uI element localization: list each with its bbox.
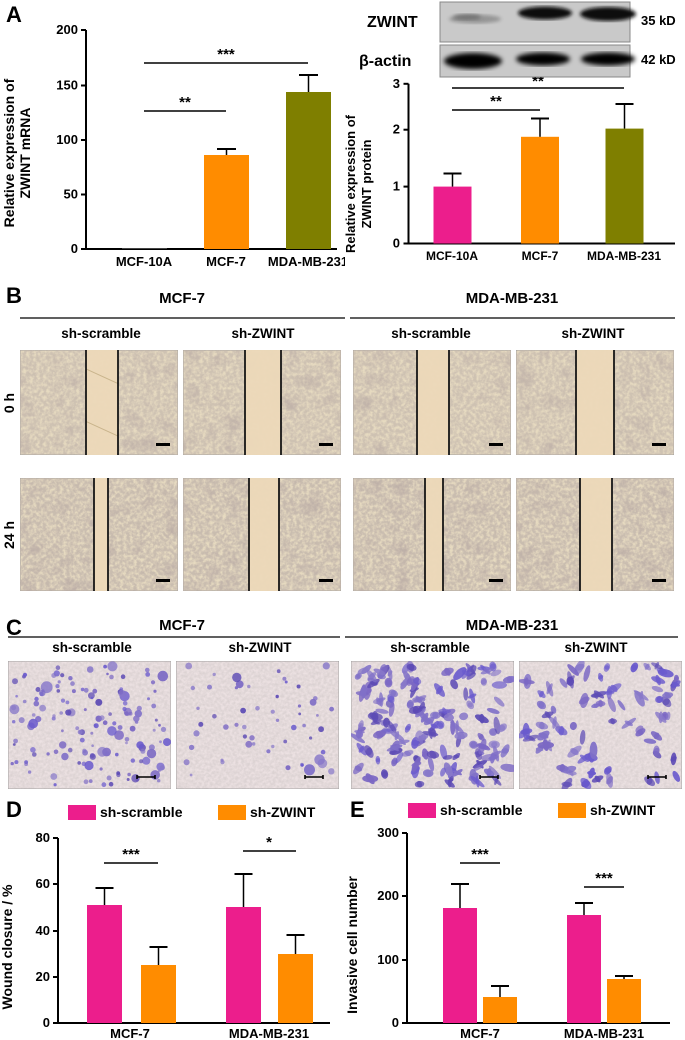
svg-text:MDA-MB-231: MDA-MB-231 bbox=[564, 1026, 644, 1040]
svg-text:MDA-MB-231: MDA-MB-231 bbox=[268, 254, 345, 269]
svg-text:1: 1 bbox=[393, 179, 400, 194]
svg-text:MCF-7: MCF-7 bbox=[159, 290, 205, 307]
svg-text:40: 40 bbox=[36, 923, 50, 938]
svg-text:**: ** bbox=[490, 93, 502, 110]
svg-text:sh-ZWINT: sh-ZWINT bbox=[232, 326, 296, 341]
svg-text:sh-scramble: sh-scramble bbox=[440, 802, 523, 818]
svg-text:**: ** bbox=[179, 94, 191, 111]
svg-text:50: 50 bbox=[64, 187, 78, 202]
svg-text:0: 0 bbox=[43, 1015, 50, 1030]
svg-text:ZWINT: ZWINT bbox=[367, 14, 418, 31]
svg-text:sh-ZWINT: sh-ZWINT bbox=[590, 802, 656, 818]
svg-text:0: 0 bbox=[71, 241, 78, 256]
svg-text:***: *** bbox=[217, 46, 235, 63]
svg-text:60: 60 bbox=[36, 876, 50, 891]
svg-text:42 kD: 42 kD bbox=[641, 52, 676, 67]
svg-text:0: 0 bbox=[393, 236, 400, 251]
svg-text:MDA-MB-231: MDA-MB-231 bbox=[466, 290, 559, 307]
svg-text:Wound closure / %: Wound closure / % bbox=[0, 884, 15, 1010]
svg-text:MDA-MB-231: MDA-MB-231 bbox=[587, 249, 661, 263]
svg-text:***: *** bbox=[471, 846, 489, 863]
svg-text:MCF-7: MCF-7 bbox=[460, 1026, 500, 1040]
svg-text:MCF-10A: MCF-10A bbox=[116, 254, 173, 269]
svg-text:MCF-7: MCF-7 bbox=[110, 1026, 150, 1040]
svg-text:sh-ZWINT: sh-ZWINT bbox=[250, 804, 316, 820]
svg-text:35 kD: 35 kD bbox=[641, 13, 676, 28]
svg-text:sh-scramble: sh-scramble bbox=[61, 326, 141, 341]
svg-text:300: 300 bbox=[377, 825, 399, 840]
svg-text:100: 100 bbox=[377, 952, 399, 967]
svg-text:200: 200 bbox=[56, 22, 78, 37]
svg-text:β-actin: β-actin bbox=[359, 53, 411, 70]
svg-text:MCF-7: MCF-7 bbox=[159, 617, 205, 634]
svg-text:MCF-7: MCF-7 bbox=[206, 254, 246, 269]
svg-text:0: 0 bbox=[392, 1015, 399, 1030]
svg-text:Relative expression of: Relative expression of bbox=[1, 78, 17, 227]
svg-text:2: 2 bbox=[393, 122, 400, 137]
svg-text:sh-scramble: sh-scramble bbox=[100, 804, 183, 820]
svg-text:sh-scramble: sh-scramble bbox=[390, 640, 470, 655]
svg-text:MCF-10A: MCF-10A bbox=[426, 249, 478, 263]
svg-text:sh-ZWINT: sh-ZWINT bbox=[565, 640, 629, 655]
svg-text:200: 200 bbox=[377, 888, 399, 903]
svg-text:sh-ZWINT: sh-ZWINT bbox=[229, 640, 293, 655]
svg-text:ZWINT protein: ZWINT protein bbox=[359, 140, 374, 229]
svg-text:20: 20 bbox=[36, 969, 50, 984]
svg-text:sh-ZWINT: sh-ZWINT bbox=[562, 326, 626, 341]
svg-text:***: *** bbox=[595, 870, 613, 887]
svg-text:Relative expression of: Relative expression of bbox=[345, 114, 358, 253]
svg-text:sh-scramble: sh-scramble bbox=[391, 326, 471, 341]
svg-text:sh-scramble: sh-scramble bbox=[52, 640, 132, 655]
svg-text:ZWINT mRNA: ZWINT mRNA bbox=[17, 108, 33, 199]
svg-text:100: 100 bbox=[56, 132, 78, 147]
svg-text:Invasive cell number: Invasive cell number bbox=[345, 876, 360, 1014]
svg-text:MDA-MB-231: MDA-MB-231 bbox=[229, 1026, 309, 1040]
svg-text:***: *** bbox=[122, 846, 140, 863]
svg-text:*: * bbox=[266, 834, 272, 851]
svg-text:80: 80 bbox=[36, 830, 50, 845]
svg-text:MDA-MB-231: MDA-MB-231 bbox=[466, 617, 559, 634]
svg-text:**: ** bbox=[532, 77, 544, 90]
svg-text:3: 3 bbox=[393, 77, 400, 91]
svg-text:150: 150 bbox=[56, 78, 78, 93]
svg-text:MCF-7: MCF-7 bbox=[522, 249, 559, 263]
